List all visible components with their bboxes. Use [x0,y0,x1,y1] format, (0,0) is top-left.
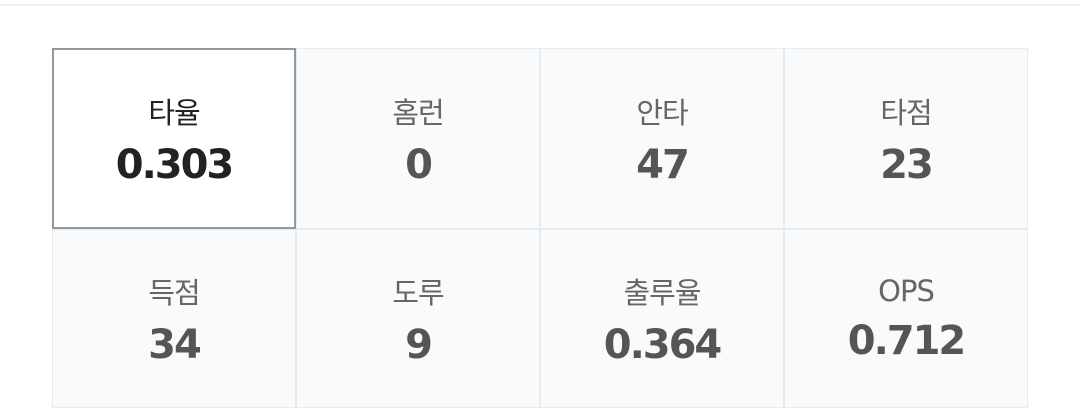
stat-label: 타점 [880,95,932,130]
stat-value: 23 [880,141,934,188]
stat-tab-ops[interactable]: OPS 0.712 [784,229,1028,408]
stat-value: 0 [405,141,433,188]
stat-label: 타율 [148,95,200,130]
stat-label: 도루 [392,275,444,310]
stat-tab-runs[interactable]: 득점 34 [52,229,296,408]
divider [0,4,1080,6]
stat-label: 출루율 [623,275,701,310]
stat-value: 0.712 [847,317,967,364]
stat-tab-rbi[interactable]: 타점 23 [784,48,1028,229]
stats-grid: 타율 0.303 홈런 0 안타 47 타점 23 득점 34 도루 9 출루율 0.364 … [52,48,1028,408]
stat-value: 0.303 [115,141,235,188]
stat-value: 34 [148,321,202,368]
stat-tab-stolen-bases[interactable]: 도루 9 [296,229,540,408]
stat-tab-batting-average[interactable]: 타율 0.303 [52,48,296,229]
stat-value: 47 [636,141,690,188]
stat-label: OPS [878,273,935,308]
stat-tab-obp[interactable]: 출루율 0.364 [540,229,784,408]
stat-label: 득점 [148,275,200,310]
stat-tab-home-runs[interactable]: 홈런 0 [296,48,540,229]
stat-value: 9 [405,321,433,368]
stat-tab-hits[interactable]: 안타 47 [540,48,784,229]
stat-label: 홈런 [392,95,444,130]
stat-value: 0.364 [603,321,723,368]
stat-label: 안타 [636,95,688,130]
